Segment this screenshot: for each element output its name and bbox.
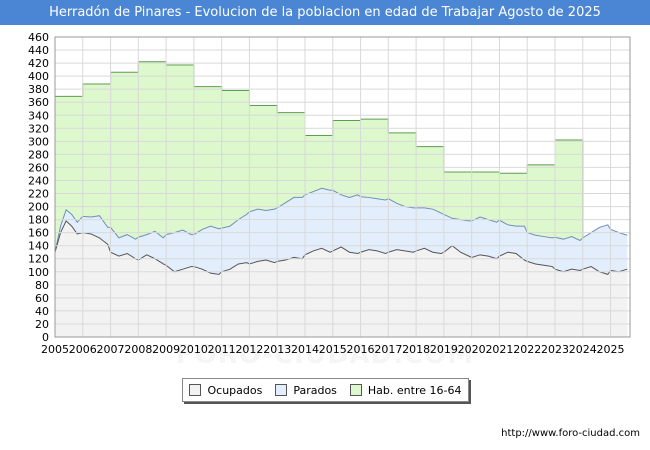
x-tick-label: 2016 xyxy=(347,343,375,356)
x-tick-label: 2006 xyxy=(69,343,97,356)
y-tick-label: 280 xyxy=(28,148,49,161)
x-tick-label: 2025 xyxy=(597,343,625,356)
legend-label-hab: Hab. entre 16-64 xyxy=(367,383,462,397)
legend-item-parados: Parados xyxy=(275,384,337,397)
y-tick-label: 380 xyxy=(28,83,49,96)
y-tick-label: 80 xyxy=(35,279,49,292)
x-tick-label: 2007 xyxy=(97,343,125,356)
watermark: FORO-CIUDAD.COM xyxy=(0,340,650,370)
y-tick-label: 320 xyxy=(28,122,49,135)
legend-swatch-parados xyxy=(275,384,288,396)
x-tick-label: 2014 xyxy=(291,343,319,356)
legend-item-hab: Hab. entre 16-64 xyxy=(349,383,462,397)
y-tick-label: 100 xyxy=(28,266,49,279)
legend-label-parados: Parados xyxy=(293,383,337,397)
legend-label-ocupados: Ocupados xyxy=(207,383,263,397)
x-tick-label: 2024 xyxy=(569,343,597,356)
legend-swatch-hab xyxy=(349,384,362,396)
legend-swatch-ocupados xyxy=(189,384,202,396)
x-tick-label: 2018 xyxy=(402,343,430,356)
y-tick-label: 140 xyxy=(28,240,49,253)
y-tick-label: 180 xyxy=(28,214,49,227)
x-tick-label: 2005 xyxy=(41,343,69,356)
legend-item-ocupados: Ocupados xyxy=(189,384,262,397)
x-tick-label: 2009 xyxy=(152,343,180,356)
y-tick-label: 0 xyxy=(42,331,49,344)
plot-border xyxy=(54,36,631,338)
x-tick-label: 2010 xyxy=(180,343,208,356)
legend: Ocupados Parados Hab. entre 16-64 xyxy=(182,378,469,402)
y-tick-label: 260 xyxy=(28,161,49,174)
y-tick-label: 440 xyxy=(28,44,49,57)
x-tick-label: 2019 xyxy=(430,343,458,356)
x-tick-label: 2011 xyxy=(208,343,236,356)
x-tick-label: 2023 xyxy=(541,343,569,356)
x-tick-label: 2015 xyxy=(319,343,347,356)
x-tick-label: 2008 xyxy=(124,343,152,356)
y-tick-label: 420 xyxy=(28,57,49,70)
source-link[interactable]: http://www.foro-ciudad.com xyxy=(501,428,640,439)
y-tick-label: 220 xyxy=(28,188,49,201)
y-tick-label: 460 xyxy=(28,31,49,44)
y-tick-label: 340 xyxy=(28,109,49,122)
x-tick-label: 2017 xyxy=(374,343,402,356)
x-tick-label: 2021 xyxy=(485,343,513,356)
y-tick-label: 200 xyxy=(28,201,49,214)
y-tick-label: 120 xyxy=(28,253,49,266)
y-tick-label: 400 xyxy=(28,70,49,83)
y-tick-label: 60 xyxy=(35,292,49,305)
y-tick-label: 160 xyxy=(28,227,49,240)
series-ocupados-area xyxy=(55,220,628,337)
y-tick-label: 20 xyxy=(35,318,49,331)
x-tick-label: 2012 xyxy=(235,343,263,356)
x-tick-label: 2013 xyxy=(263,343,291,356)
series-ocupados-line xyxy=(54,220,628,275)
y-tick-label: 360 xyxy=(28,96,49,109)
y-tick-label: 300 xyxy=(28,135,49,148)
y-tick-label: 40 xyxy=(35,305,49,318)
chart-title: Herradón de Pinares - Evolucion de la po… xyxy=(0,0,650,25)
x-tick-label: 2020 xyxy=(458,343,486,356)
x-tick-label: 2022 xyxy=(513,343,541,356)
y-tick-label: 240 xyxy=(28,174,49,187)
